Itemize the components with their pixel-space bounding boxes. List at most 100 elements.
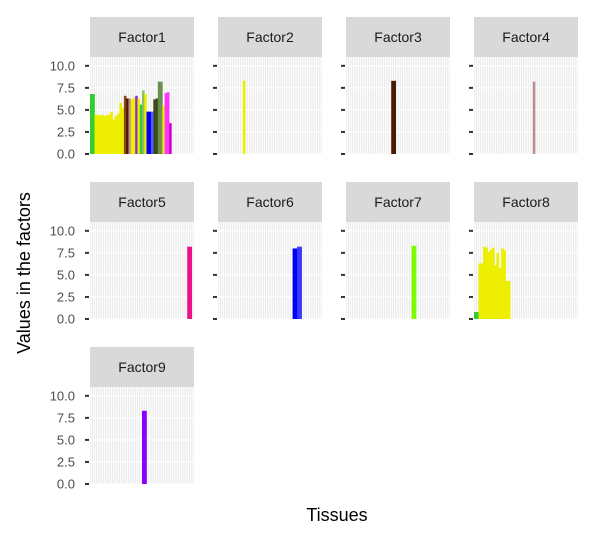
facet-title: Factor2 — [246, 29, 294, 45]
facet-strip — [346, 17, 450, 57]
bar — [90, 94, 93, 154]
y-tick-label: 0.0 — [57, 312, 75, 327]
bar — [498, 267, 502, 319]
bar — [148, 111, 152, 154]
facet-title: Factor3 — [374, 29, 422, 45]
facet-panel: Factor2 — [213, 17, 322, 155]
bar — [492, 247, 495, 319]
bar — [294, 248, 298, 319]
bar — [135, 95, 138, 154]
facet-strip — [90, 182, 194, 222]
bar — [96, 115, 100, 154]
bar — [142, 410, 145, 484]
y-tick-label: 7.5 — [57, 410, 75, 425]
facet-strip — [346, 182, 450, 222]
bar — [101, 115, 104, 154]
bar — [142, 90, 145, 154]
bar — [130, 99, 134, 154]
bar — [242, 80, 246, 154]
bar — [292, 248, 296, 319]
facet-title: Factor5 — [118, 194, 166, 210]
facet-panel: Factor9 0.0 2.5 5.0 7.5 10.0 — [50, 347, 194, 492]
facet-strip — [474, 17, 578, 57]
bar — [92, 94, 95, 154]
y-tick-label: 10.0 — [50, 223, 75, 238]
panel-background — [346, 222, 450, 319]
facet-panel: Factor6 — [213, 182, 322, 320]
y-tick-label: 2.5 — [57, 124, 75, 139]
bar — [483, 246, 486, 319]
bar — [189, 246, 193, 319]
y-tick-label: 2.5 — [57, 289, 75, 304]
bar — [474, 311, 477, 319]
bar — [157, 81, 161, 154]
bar — [123, 95, 127, 154]
bar — [110, 111, 113, 154]
bar — [160, 81, 163, 154]
bar — [144, 410, 147, 484]
bar — [128, 98, 131, 154]
bar — [485, 247, 488, 319]
bar — [507, 281, 511, 319]
bar — [108, 114, 111, 154]
bar — [144, 94, 147, 154]
panel-background — [346, 57, 450, 154]
bar — [496, 252, 500, 319]
facet-title: Factor7 — [374, 194, 422, 210]
facet-strip — [90, 347, 194, 387]
facet-strip — [218, 182, 322, 222]
y-tick-label: 7.5 — [57, 245, 75, 260]
bar — [153, 99, 156, 154]
bar — [155, 98, 159, 154]
bar — [119, 102, 122, 154]
bar — [162, 105, 165, 154]
x-axis-title: Tissues — [306, 505, 367, 525]
panel-background — [474, 57, 578, 154]
facet-title: Factor6 — [246, 194, 294, 210]
bar — [126, 98, 129, 154]
bar — [299, 246, 302, 319]
bar — [99, 115, 102, 154]
facet-panel: Factor4 — [469, 17, 578, 155]
panel-background — [218, 57, 322, 154]
bar — [94, 114, 98, 154]
bar — [489, 249, 493, 319]
bar — [105, 115, 109, 154]
bar — [494, 265, 497, 319]
facet-panel: Factor8 — [469, 182, 578, 320]
bar — [478, 263, 482, 319]
facet-panel: Factor7 — [341, 182, 450, 320]
bar — [139, 104, 143, 154]
bar — [169, 123, 172, 154]
facet-strip — [218, 17, 322, 57]
bar — [187, 246, 190, 319]
y-tick-label: 10.0 — [50, 388, 75, 403]
bar — [112, 119, 116, 154]
bar — [137, 98, 141, 154]
panel-background — [218, 222, 322, 319]
y-tick-label: 5.0 — [57, 102, 75, 117]
bar — [166, 92, 170, 154]
facet-strip — [474, 182, 578, 222]
facet-panel: Factor5 0.0 2.5 5.0 7.5 10.0 — [50, 182, 194, 327]
bar — [146, 111, 150, 154]
bar — [393, 80, 397, 154]
y-tick-label: 0.0 — [57, 477, 75, 492]
facet-title: Factor8 — [502, 194, 550, 210]
bar — [487, 251, 491, 319]
facet-title: Factor1 — [118, 29, 166, 45]
facet-strip — [90, 17, 194, 57]
facet-title: Factor9 — [118, 359, 166, 375]
y-tick-label: 7.5 — [57, 80, 75, 95]
bar — [505, 281, 509, 319]
bar — [132, 97, 136, 154]
bar — [501, 248, 504, 319]
bar — [297, 246, 300, 319]
y-tick-label: 5.0 — [57, 267, 75, 282]
y-tick-label: 2.5 — [57, 454, 75, 469]
facet-panel: Factor3 — [341, 17, 450, 155]
bar — [480, 263, 484, 319]
bar — [413, 245, 417, 319]
